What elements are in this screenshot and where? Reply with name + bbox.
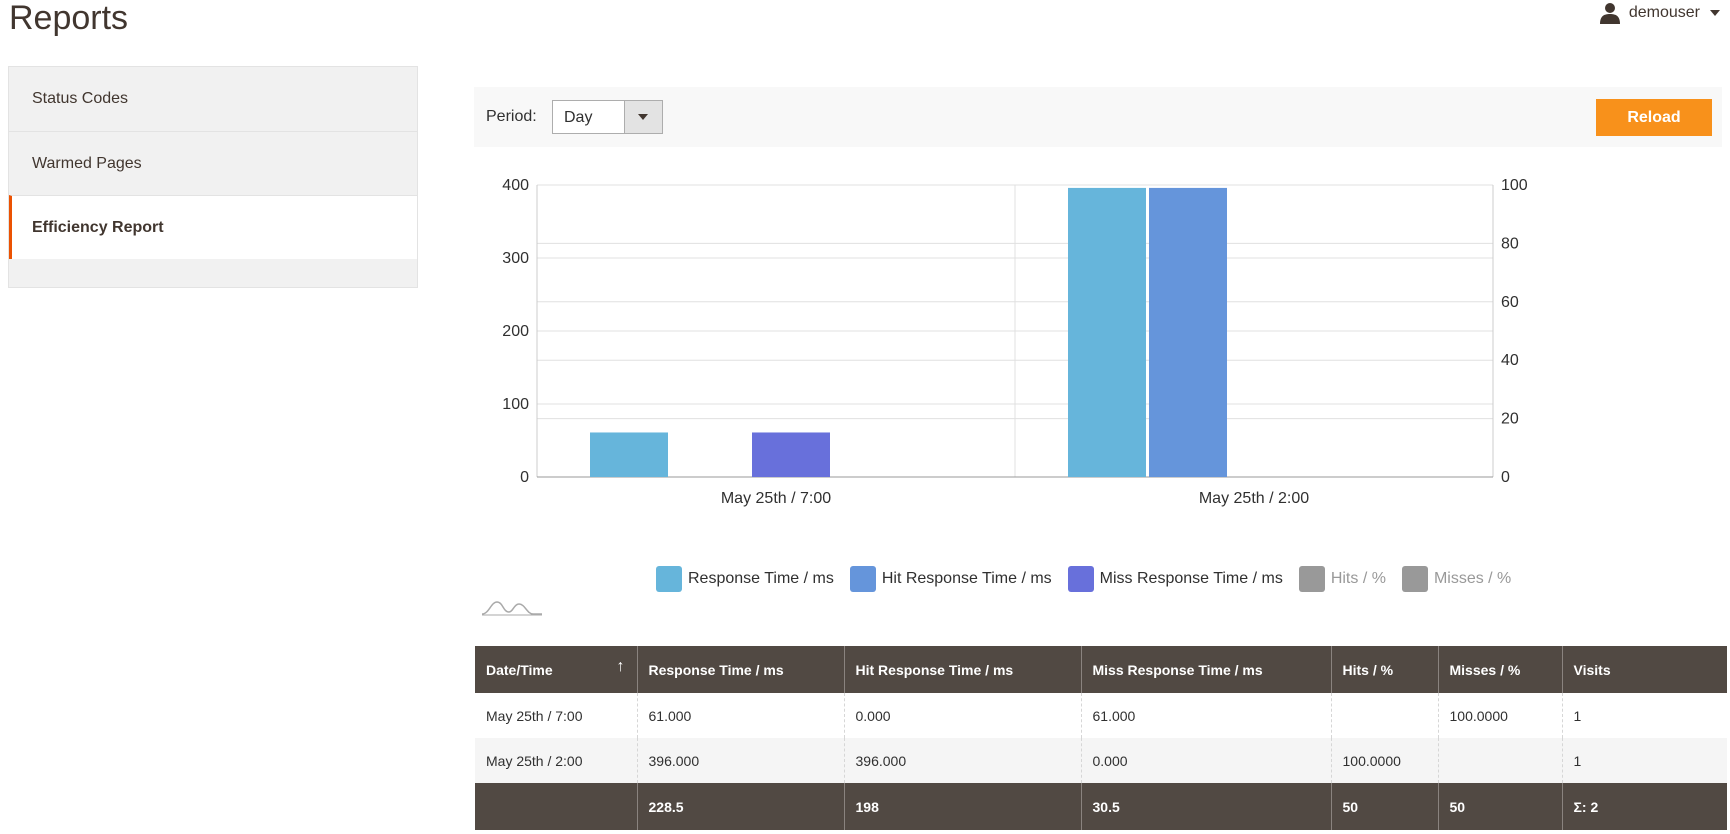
chevron-down-icon: [1710, 10, 1720, 16]
period-select-value: Day: [564, 109, 593, 126]
column-header-label: Visits: [1573, 661, 1611, 678]
legend-swatch: [1067, 566, 1094, 592]
x-tick-label: May 25th / 2:00: [1199, 490, 1309, 507]
legend-item-miss-response-time[interactable]: Miss Response Time / ms: [1067, 566, 1283, 592]
y2-tick-label: 60: [1501, 294, 1519, 311]
legend-label: Response Time / ms: [688, 570, 834, 587]
table-cell: [1438, 738, 1563, 783]
y2-tick-label: 100: [1501, 177, 1528, 194]
table-cell: 0.000: [1081, 738, 1332, 783]
toolbar: Period: Day Reload: [474, 87, 1722, 147]
table-header-row: Date/Time ↑ Response Time / ms Hit Respon…: [475, 646, 1727, 693]
reload-button[interactable]: Reload: [1596, 99, 1712, 136]
period-label: Period:: [486, 108, 537, 125]
sidebar-item-efficiency-report[interactable]: Efficiency Report: [9, 195, 417, 259]
table-cell: 396.000: [637, 738, 845, 783]
user-menu[interactable]: demouser: [1599, 2, 1720, 24]
bar: [590, 432, 668, 477]
total-cell: [475, 783, 638, 830]
table-cell: [1331, 693, 1439, 738]
total-cell: Σ: 2: [1562, 783, 1727, 830]
y-tick-label: 300: [502, 250, 529, 267]
page-title: Reports: [9, 0, 129, 37]
sidebar-item-label: Efficiency Report: [32, 219, 164, 236]
column-header-label: Date/Time: [486, 661, 553, 678]
table-row: May 25th / 7:00 61.000 0.000 61.000 100.…: [475, 693, 1727, 738]
legend-swatch: [656, 566, 682, 592]
table-row: May 25th / 2:00 396.000 396.000 0.000 10…: [475, 738, 1727, 783]
efficiency-table: Date/Time ↑ Response Time / ms Hit Respon…: [475, 646, 1727, 830]
y-tick-label: 100: [502, 396, 529, 413]
y2-tick-label: 0: [1501, 469, 1510, 486]
sort-ascending-icon: ↑: [616, 658, 625, 675]
bar: [752, 432, 830, 477]
y-tick-label: 400: [502, 177, 529, 194]
table-totals-row: 228.5 198 30.5 50 50 Σ: 2: [475, 783, 1727, 830]
sidebar-item-label: Status Codes: [32, 90, 129, 107]
bar: [1149, 187, 1227, 478]
y2-tick-label: 80: [1501, 235, 1519, 252]
column-header-label: Response Time / ms: [648, 661, 784, 678]
table-cell: 396.000: [844, 738, 1082, 783]
y2-tick-label: 40: [1501, 352, 1519, 369]
table-cell: 1: [1562, 738, 1727, 783]
column-header-visits[interactable]: Visits: [1562, 646, 1727, 693]
y-tick-label: 200: [502, 323, 529, 340]
column-header-response-time[interactable]: Response Time / ms: [637, 646, 845, 693]
table-cell: May 25th / 7:00: [475, 693, 638, 738]
legend-item-hit-response-time[interactable]: Hit Response Time / ms: [849, 566, 1052, 592]
table-cell: 100.0000: [1331, 738, 1439, 783]
column-header-hit-response-time[interactable]: Hit Response Time / ms: [844, 646, 1082, 693]
legend-swatch: [1401, 566, 1428, 592]
y-tick-label: 0: [520, 469, 529, 486]
period-select[interactable]: Day: [552, 100, 663, 134]
table-cell: May 25th / 2:00: [475, 738, 638, 783]
legend-item-response-time[interactable]: Response Time / ms: [656, 566, 834, 592]
table-cell: 100.0000: [1438, 693, 1563, 738]
column-header-label: Hits / %: [1342, 661, 1394, 678]
sidebar: Status Codes Warmed Pages Efficiency Rep…: [8, 66, 418, 288]
bar: [1068, 187, 1146, 478]
total-cell: 50: [1438, 783, 1563, 830]
x-tick-label: May 25th / 7:00: [721, 490, 831, 507]
legend-swatch: [1298, 566, 1325, 592]
period-select-toggle[interactable]: [624, 101, 662, 133]
total-cell: 30.5: [1081, 783, 1332, 830]
legend-label: Hits / %: [1330, 570, 1386, 587]
column-header-label: Misses / %: [1449, 661, 1521, 678]
user-icon: [1599, 3, 1620, 24]
legend-label: Miss Response Time / ms: [1099, 570, 1283, 587]
total-cell: 50: [1331, 783, 1439, 830]
sidebar-item-warmed-pages[interactable]: Warmed Pages: [9, 131, 417, 195]
chart-legend: Response Time / ms Hit Response Time / m…: [656, 566, 1527, 592]
column-header-label: Hit Response Time / ms: [855, 661, 1014, 678]
column-header-datetime[interactable]: Date/Time ↑: [475, 646, 638, 693]
y2-tick-label: 20: [1501, 411, 1519, 428]
column-header-label: Miss Response Time / ms: [1092, 661, 1263, 678]
user-name: demouser: [1628, 4, 1700, 21]
total-cell: 198: [844, 783, 1082, 830]
chevron-down-icon: [638, 114, 648, 120]
column-header-hits[interactable]: Hits / %: [1331, 646, 1439, 693]
legend-label: Hit Response Time / ms: [881, 570, 1052, 587]
legend-label: Misses / %: [1433, 570, 1512, 587]
sidebar-item-status-codes[interactable]: Status Codes: [9, 67, 417, 131]
legend-swatch: [849, 566, 876, 592]
table-cell: 61.000: [637, 693, 845, 738]
table-cell: 0.000: [844, 693, 1082, 738]
table-cell: 1: [1562, 693, 1727, 738]
efficiency-chart: 0 100 200 300 400 0 20 40 60 80 100 May 25th / 7:00…: [502, 177, 1528, 507]
column-header-miss-response-time[interactable]: Miss Response Time / ms: [1081, 646, 1332, 693]
chart-zoom-icon[interactable]: [481, 598, 543, 616]
table-cell: 61.000: [1081, 693, 1332, 738]
column-header-misses[interactable]: Misses / %: [1438, 646, 1563, 693]
legend-item-hits[interactable]: Hits / %: [1298, 566, 1386, 592]
total-cell: 228.5: [637, 783, 845, 830]
sidebar-item-label: Warmed Pages: [32, 155, 142, 172]
legend-item-misses[interactable]: Misses / %: [1401, 566, 1512, 592]
